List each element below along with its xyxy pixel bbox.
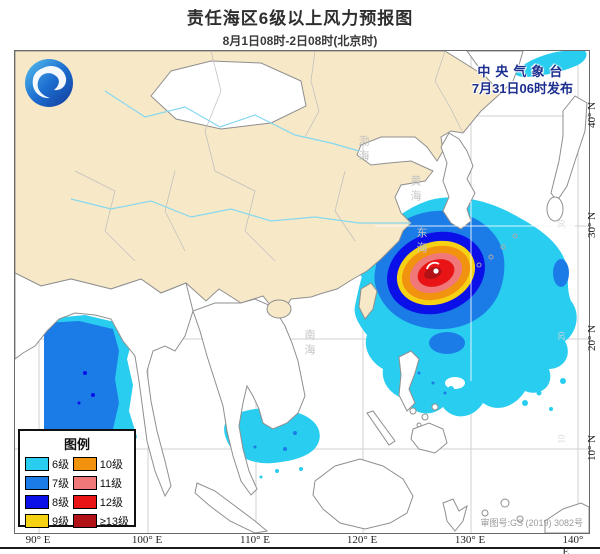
map-canvas [15,51,589,533]
swatch-7 [25,475,49,490]
taiwan [358,282,378,320]
japan-kyushu [546,196,564,222]
grid-overlay [375,201,575,381]
header: 责任海区6级以上风力预报图 8月1日08时-2日08时(北京时) [0,4,600,49]
legend-item-10: 10级 [72,455,129,472]
legend-item-9: 9级 [25,512,71,529]
south-asia [15,272,194,498]
yangtze-river [70,198,411,224]
yellow-river [104,90,360,152]
russia-outline [466,51,524,94]
interior-lat-20: 20 [556,331,567,341]
province-borders [74,51,464,262]
sea-label-south-china-sea: 南海 [303,329,315,359]
rivers [70,90,411,224]
swatch-13 [72,513,97,528]
swatch-11 [72,475,97,490]
swatch-10 [72,456,97,471]
sea-label-bohai: 渤海 [357,135,369,165]
wind-area-bay-of-bengal [44,315,137,463]
swatch-6 [25,456,49,471]
mongolia-outline [150,60,307,130]
cma-dragon-logo [23,57,75,109]
korea-peninsula [440,132,476,230]
issuer-agency: 中央气象台 [477,64,568,79]
legend-box: 图例 6级 7级 8级 9级 10级 11级 12级 ≥13级 [18,429,136,529]
page-subtitle: 8月1日08时-2日08时(北京时) [222,34,378,48]
swatch-9 [25,513,49,528]
lon-label-120e: 120° E [346,534,378,546]
lat-label-30n: 30° N [586,211,598,239]
legend-item-11: 11级 [72,474,129,491]
typhoon-center-marker [426,261,440,274]
forecast-map: 中央气象台 7月31日06时发布 渤海 黄海 东海 南海 30 20 10 图例… [14,50,590,534]
sulawesi [442,498,468,532]
hainan [266,299,292,319]
lon-label-110e: 110° E [240,534,270,546]
page-title: 责任海区6级以上风力预报图 [186,9,414,28]
halmahera [500,498,510,508]
swatch-8 [25,494,49,509]
legend-item-6: 6级 [25,455,71,472]
lon-label-90e: 90° E [25,534,51,546]
borneo [312,458,414,530]
lon-label-140e: 140° E [562,534,584,554]
mindanao [410,422,448,454]
interior-lat-30: 30 [556,219,567,229]
bottom-divider-line [0,547,600,549]
foreign-land [15,51,589,533]
indochina [192,298,306,496]
legend-item-7: 7级 [25,474,71,491]
legend-item-13: ≥13级 [72,512,129,529]
new-guinea [544,502,589,533]
china-landmass [15,51,502,310]
lon-label-100e: 100° E [131,534,163,546]
lat-label-40n: 40° N [586,101,598,129]
lat-label-10n: 10° N [586,434,598,462]
lon-label-130e: 130° E [454,534,486,546]
issuer-time: 7月31日06时发布 [471,81,573,96]
sea-label-east-china-sea: 东海 [415,227,427,257]
japan-honshu [550,95,588,202]
map-approval-number: 审图号:GS (2019) 3082号 [480,518,583,528]
legend-item-12: 12级 [72,493,129,510]
sumatra [194,482,269,533]
china-islands [266,282,378,320]
ryukyu-islands [476,233,518,268]
visayas [409,407,417,415]
swatch-12 [72,494,97,509]
luzon [398,350,420,412]
issuer-block: 中央气象台 7月31日06时发布 [472,63,573,97]
palawan [366,410,396,446]
legend-title: 图例 [63,437,90,452]
sea-label-yellow-sea: 黄海 [409,175,421,205]
legend-item-8: 8级 [25,493,71,510]
interior-lat-10: 10 [556,434,567,444]
legend-items: 6级 7级 8级 9级 10级 11级 12级 ≥13级 [25,455,129,529]
lat-label-20n: 20° N [586,324,598,352]
